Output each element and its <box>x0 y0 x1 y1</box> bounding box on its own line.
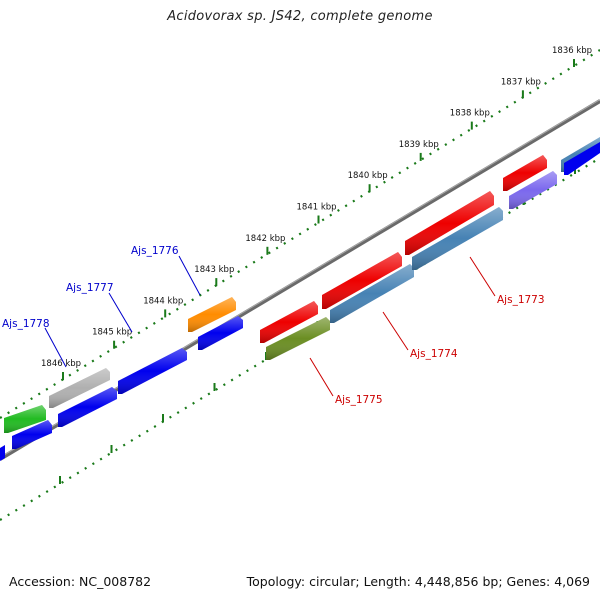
gene-label-ajs-1776[interactable]: Ajs_1776 <box>131 245 179 257</box>
tick-label: 1846 kbp <box>41 359 81 369</box>
feature-red-right[interactable] <box>503 155 547 191</box>
feature-blue-2[interactable] <box>12 420 52 449</box>
gene-label-ajs-1773[interactable]: Ajs_1773 <box>497 294 545 306</box>
tick-label: 1843 kbp <box>194 265 234 275</box>
feature-blue-5[interactable] <box>198 316 243 350</box>
label-leaders <box>44 255 496 397</box>
tick-label: 1840 kbp <box>348 171 388 181</box>
gene-label-ajs-1777[interactable]: Ajs_1777 <box>66 282 114 294</box>
feature-blue-1[interactable] <box>0 445 5 461</box>
tick-label: 1841 kbp <box>297 203 337 213</box>
feature-ajs-1778[interactable] <box>4 405 46 433</box>
feature-ajs-1776[interactable] <box>188 297 236 332</box>
tick-label: 1837 kbp <box>501 77 541 87</box>
map-title: Acidovorax sp. JS42, complete genome <box>167 9 433 24</box>
feature-ajs-1774-red[interactable] <box>322 252 402 309</box>
feature-ajs-1775[interactable] <box>266 317 330 360</box>
tick-label: 1839 kbp <box>399 140 439 150</box>
gene-label-ajs-1778[interactable]: Ajs_1778 <box>2 318 50 330</box>
tick-label: 1838 kbp <box>450 109 490 119</box>
feature-purple[interactable] <box>509 171 557 209</box>
tick-label: 1836 kbp <box>552 46 592 56</box>
feature-blue-4[interactable] <box>118 348 187 394</box>
outer-scale-track <box>0 49 600 419</box>
feature-ajs-1773[interactable] <box>412 207 503 270</box>
feature-ajs-1774[interactable] <box>330 264 414 323</box>
gene-label-ajs-1774[interactable]: Ajs_1774 <box>410 348 458 360</box>
gene-labels: Ajs_1773 Ajs_1774 Ajs_1775 Ajs_1776 Ajs_… <box>2 245 545 406</box>
tick-label: 1842 kbp <box>245 234 285 244</box>
tick-label: 1844 kbp <box>143 296 183 306</box>
gene-label-ajs-1775[interactable]: Ajs_1775 <box>335 394 383 406</box>
genome-summary: Topology: circular; Length: 4,448,856 bp… <box>246 574 590 589</box>
tick-labels: 1836 kbp 1837 kbp 1838 kbp 1839 kbp 1840 kbp… <box>41 46 592 369</box>
feature-blue-3[interactable] <box>58 387 117 427</box>
feature-ajs-1775-red[interactable] <box>260 301 318 343</box>
feature-ajs-1777[interactable] <box>49 368 110 408</box>
accession-label: Accession: NC_008782 <box>9 574 152 589</box>
feature-ajs-1773-red[interactable] <box>405 191 494 255</box>
feature-blue-right[interactable] <box>564 142 600 175</box>
tick-label: 1845 kbp <box>92 328 132 338</box>
